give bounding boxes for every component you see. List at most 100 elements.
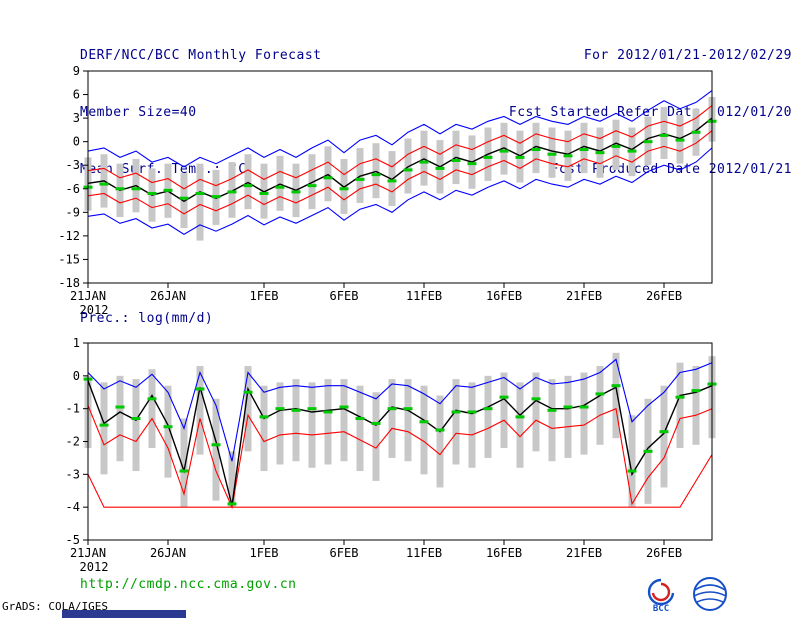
member-median-mark bbox=[435, 428, 445, 432]
ensemble-spread-bar bbox=[548, 127, 556, 178]
x-tick-label: 26JAN bbox=[150, 289, 186, 303]
x-tick-label: 26FEB bbox=[646, 289, 682, 303]
ensemble-spread-bar bbox=[308, 154, 316, 210]
ensemble-max-line bbox=[87, 358, 713, 462]
ensemble-spread-bar bbox=[628, 415, 636, 508]
ensemble-spread-bar bbox=[388, 379, 396, 458]
member-median-mark bbox=[579, 148, 589, 152]
x-tick-label: 11FEB bbox=[406, 546, 442, 560]
member-median-mark bbox=[355, 417, 365, 421]
member-median-mark bbox=[499, 395, 509, 399]
ensemble-spread-bar bbox=[372, 143, 380, 199]
x-year-label: 2012 bbox=[80, 560, 109, 574]
y-tick-label: -12 bbox=[58, 229, 80, 243]
ensemble-spread-bar bbox=[276, 382, 284, 465]
member-median-mark bbox=[179, 196, 189, 200]
x-tick-label: 21FEB bbox=[566, 546, 602, 560]
ensemble-spread-bar bbox=[164, 385, 172, 478]
y-tick-label: 9 bbox=[73, 64, 80, 78]
member-median-mark bbox=[131, 187, 141, 191]
y-tick-label: -15 bbox=[58, 252, 80, 266]
ensemble-spread-bar bbox=[228, 162, 236, 218]
member-median-mark bbox=[179, 469, 189, 473]
member-median-mark bbox=[227, 502, 237, 506]
plot-frame bbox=[87, 70, 713, 284]
member-median-mark bbox=[643, 140, 653, 144]
member-median-mark bbox=[339, 187, 349, 191]
ensemble-spread-bar bbox=[532, 372, 540, 452]
ensemble-spread-bar bbox=[516, 382, 524, 468]
ensemble-spread-bar bbox=[356, 385, 364, 472]
member-median-mark bbox=[547, 152, 557, 156]
member-median-mark bbox=[387, 179, 397, 183]
website-url: http://cmdp.ncc.cma.gov.cn bbox=[80, 577, 297, 592]
y-tick-label: 1 bbox=[73, 336, 80, 350]
ensemble-spread-bar bbox=[548, 379, 556, 462]
ensemble-spread-bar bbox=[324, 379, 332, 465]
x-tick-label: 16FEB bbox=[486, 546, 522, 560]
ensemble-min-line bbox=[87, 147, 713, 235]
member-median-mark bbox=[291, 190, 301, 194]
ensemble-spread-bar bbox=[116, 375, 124, 462]
ensemble-spread-bar bbox=[276, 155, 284, 211]
member-median-mark bbox=[531, 397, 541, 401]
x-tick-label: 1FEB bbox=[250, 289, 279, 303]
ensemble-spread-bar bbox=[484, 375, 492, 458]
member-median-mark bbox=[451, 159, 461, 163]
member-median-mark bbox=[419, 420, 429, 424]
member-median-mark bbox=[563, 405, 573, 409]
member-median-mark bbox=[675, 395, 685, 399]
member-median-mark bbox=[355, 177, 365, 181]
member-median-mark bbox=[259, 415, 269, 419]
member-median-mark bbox=[547, 408, 557, 412]
member-median-mark bbox=[371, 421, 381, 425]
ensemble-spread-bar bbox=[260, 385, 268, 472]
ensemble-spread-bar bbox=[676, 362, 684, 449]
ensemble-max-line bbox=[87, 90, 713, 168]
member-median-mark bbox=[195, 387, 205, 391]
y-tick-label: -3 bbox=[66, 467, 80, 481]
x-tick-label: 16FEB bbox=[486, 289, 522, 303]
y-tick-label: -5 bbox=[66, 533, 80, 547]
member-median-mark bbox=[483, 407, 493, 411]
ensemble-spread-bar bbox=[660, 385, 668, 488]
member-median-mark bbox=[691, 389, 701, 393]
ensemble-spread-bar bbox=[468, 382, 476, 468]
member-median-mark bbox=[211, 195, 221, 199]
member-median-mark bbox=[275, 185, 285, 189]
member-median-mark bbox=[99, 182, 109, 186]
y-tick-label: -3 bbox=[66, 158, 80, 172]
member-size-label: Member Size=40 bbox=[80, 105, 197, 120]
y-tick-label: 6 bbox=[73, 88, 80, 102]
member-median-mark bbox=[611, 144, 621, 148]
ensemble-spread-bar bbox=[244, 365, 252, 452]
precip-chart-label: Prec.: log(mm/d) bbox=[80, 311, 214, 326]
ncc-logo-swirl-top-icon bbox=[694, 584, 726, 591]
lower-quartile-line bbox=[87, 405, 713, 510]
ensemble-spread-bar bbox=[532, 122, 540, 174]
ensemble-spread-bar bbox=[500, 372, 508, 449]
x-tick-label: 26JAN bbox=[150, 546, 186, 560]
ensemble-spread-bar bbox=[612, 352, 620, 439]
x-tick-label: 21FEB bbox=[566, 289, 602, 303]
bcc-logo-inner-swirl-icon bbox=[651, 582, 671, 602]
member-median-mark bbox=[499, 149, 509, 153]
member-median-mark bbox=[659, 430, 669, 434]
ensemble-spread-bar bbox=[500, 122, 508, 175]
member-median-mark bbox=[275, 407, 285, 411]
member-median-mark bbox=[467, 410, 477, 414]
y-tick-label: -1 bbox=[66, 402, 80, 416]
ensemble-spread-bar bbox=[564, 375, 572, 458]
member-median-mark bbox=[419, 160, 429, 164]
lower-quartile-line bbox=[87, 130, 713, 215]
member-median-mark bbox=[691, 130, 701, 134]
ensemble-spread-bar bbox=[212, 398, 220, 501]
member-median-mark bbox=[483, 155, 493, 159]
member-median-mark bbox=[115, 187, 125, 191]
member-median-mark bbox=[163, 425, 173, 429]
ensemble-spread-bar bbox=[292, 379, 300, 462]
member-median-mark bbox=[611, 384, 621, 388]
y-tick-label: 3 bbox=[73, 111, 80, 125]
ensemble-spread-bar bbox=[340, 379, 348, 462]
member-median-mark bbox=[323, 176, 333, 180]
